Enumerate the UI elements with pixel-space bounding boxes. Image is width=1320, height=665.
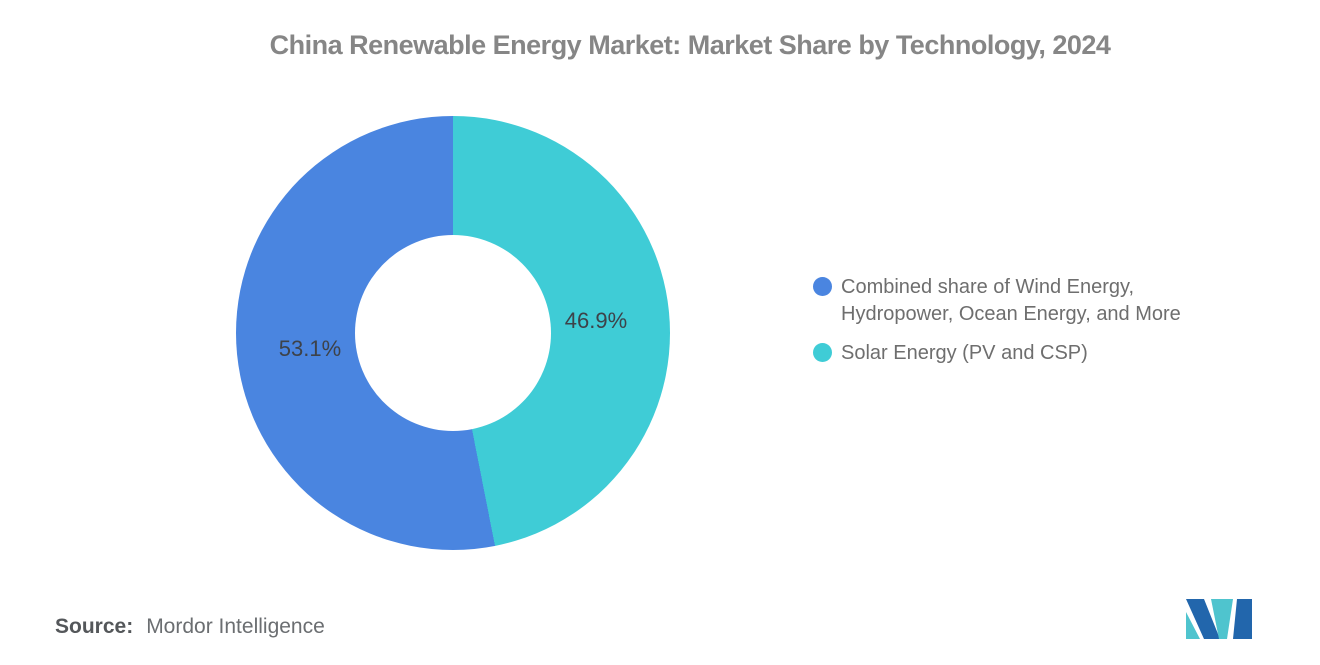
legend-label-solar: Solar Energy (PV and CSP) [841,340,1088,367]
legend-label-combined-line2: Hydropower, Ocean Energy, and More [841,303,1181,325]
legend-label-combined: Combined share of Wind Energy, Hydropowe… [841,274,1181,328]
source-label: Source: [55,615,134,638]
legend: Combined share of Wind Energy, Hydropowe… [813,274,1181,367]
slice-label-combined: 53.1% [278,336,342,361]
legend-item-combined: Combined share of Wind Energy, Hydropowe… [813,274,1181,328]
legend-dot-combined [813,277,832,296]
chart-title: China Renewable Energy Market: Market Sh… [269,30,1111,60]
legend-label-solar-line1: Solar Energy (PV and CSP) [841,342,1088,364]
source-line: Source: Mordor Intelligence [55,615,325,639]
logo-blue-block [1233,599,1252,639]
legend-dot-solar [813,343,832,362]
slice-label-solar: 46.9% [564,308,628,333]
mordor-intelligence-logo [1186,599,1252,639]
donut-chart-area: 53.1% 46.9% [236,116,670,550]
legend-label-combined-line1: Combined share of Wind Energy, [841,276,1135,298]
logo-teal-triangle [1186,612,1200,639]
legend-item-solar: Solar Energy (PV and CSP) [813,340,1181,367]
logo-blue-band [1186,599,1220,639]
donut-hole [355,235,551,431]
logo-teal-wedge [1211,599,1233,639]
source-value: Mordor Intelligence [146,615,325,638]
